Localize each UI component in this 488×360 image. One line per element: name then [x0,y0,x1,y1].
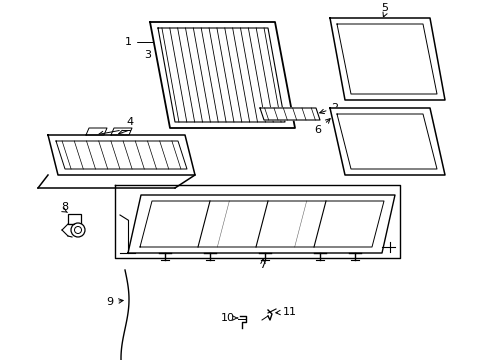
Text: 4: 4 [126,117,133,127]
Text: 6: 6 [314,119,329,135]
Polygon shape [150,22,294,128]
Polygon shape [158,28,285,122]
Text: 2: 2 [319,103,338,114]
Text: 1: 1 [124,29,157,47]
Text: 3: 3 [144,35,160,60]
Polygon shape [329,18,444,100]
Polygon shape [56,141,186,169]
Text: 5: 5 [381,3,387,13]
Polygon shape [329,108,444,175]
Polygon shape [336,24,436,94]
Polygon shape [336,114,436,169]
Polygon shape [128,195,394,253]
Polygon shape [48,135,195,175]
Text: 7: 7 [259,260,266,270]
Bar [68,214,81,224]
Circle shape [71,223,85,237]
Polygon shape [260,108,319,120]
Text: 11: 11 [275,307,296,317]
Text: 10: 10 [221,313,237,323]
Text: 9: 9 [106,297,123,307]
Text: 8: 8 [61,202,68,212]
Polygon shape [140,201,383,247]
